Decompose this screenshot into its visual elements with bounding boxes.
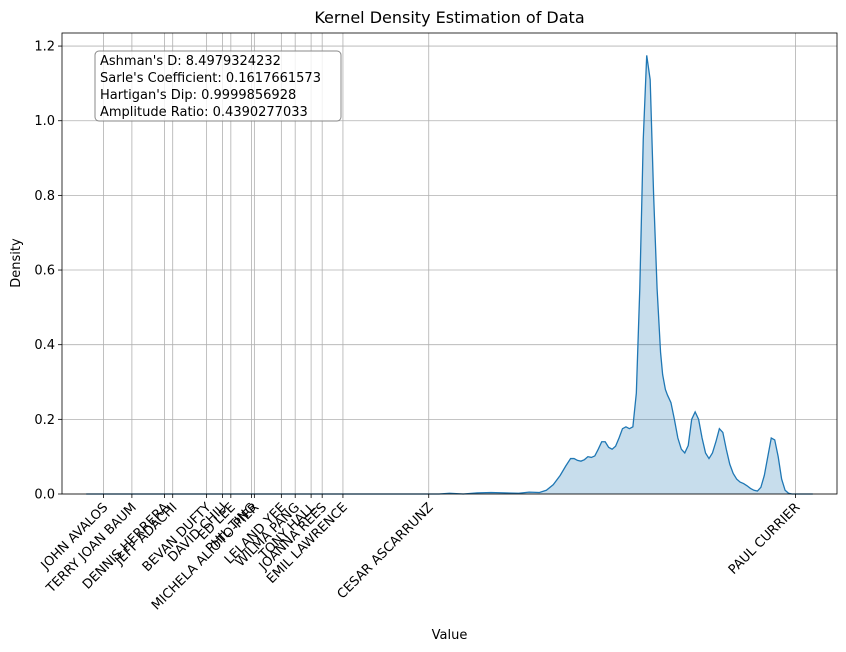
y-tick-label: 0.0	[34, 488, 55, 503]
y-axis-ticks: 0.0 0.2 0.4 0.6 0.8 1.0 1.2	[34, 40, 62, 503]
density-line	[86, 55, 813, 495]
stats-box: Ashman's D: 8.4979324232 Sarle's Coeffic…	[94, 50, 342, 122]
y-tick-label: 0.6	[34, 264, 55, 279]
y-tick-label: 1.2	[34, 40, 55, 55]
y-tick-label: 0.4	[34, 338, 55, 353]
stat-hartigans-dip: Hartigan's Dip: 0.9999856928	[100, 88, 296, 103]
y-tick-label: 0.2	[34, 413, 55, 428]
stat-sarles-coefficient: Sarle's Coefficient: 0.1617661573	[100, 71, 321, 86]
x-tick-label: CESAR ASCARRUNZ	[335, 500, 437, 602]
stat-ashmans-d: Ashman's D: 8.4979324232	[100, 54, 281, 69]
chart-title: Kernel Density Estimation of Data	[314, 8, 584, 27]
stat-amplitude-ratio: Amplitude Ratio: 0.4390277033	[100, 105, 308, 120]
y-tick-label: 0.8	[34, 189, 55, 204]
x-axis-label: Value	[432, 628, 468, 643]
stats-box-frame	[94, 50, 342, 122]
density-area	[86, 55, 813, 495]
y-tick-label: 1.0	[34, 114, 55, 129]
x-tick-label: PAUL CURRIER	[726, 500, 803, 577]
plot-frame	[61, 32, 838, 495]
y-axis-label: Density	[9, 238, 24, 288]
